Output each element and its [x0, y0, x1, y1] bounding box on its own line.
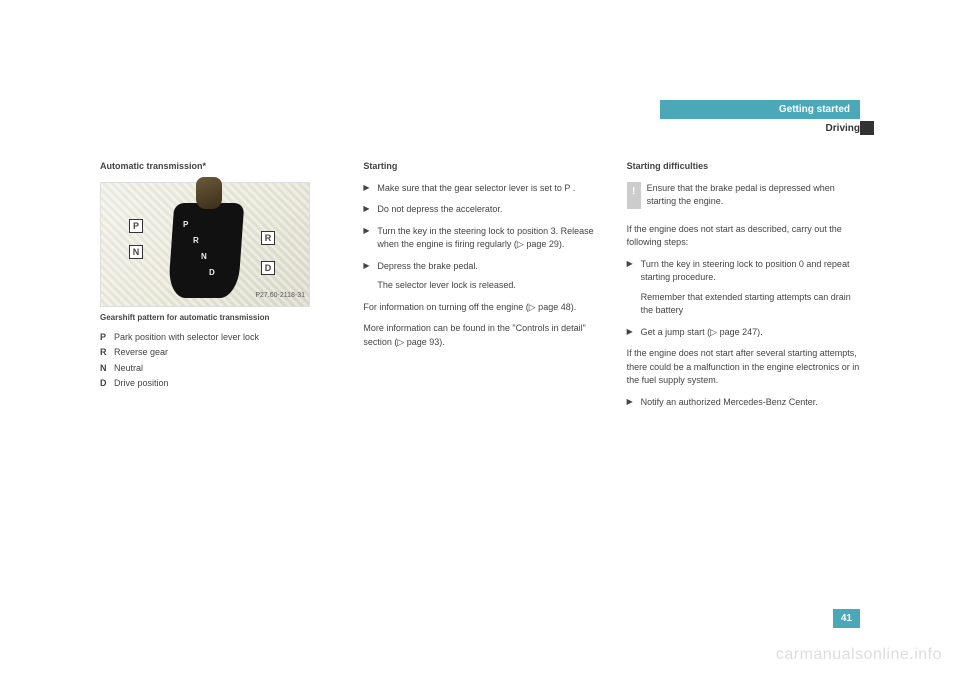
col1-heading: Automatic transmission* — [100, 160, 333, 174]
step-item: ▶ Turn the key in the steering lock to p… — [363, 225, 596, 252]
column-3: Starting difficulties ! Ensure that the … — [627, 160, 860, 417]
col3-heading: Starting difficulties — [627, 160, 860, 174]
column-2: Starting ▶ Make sure that the gear selec… — [363, 160, 596, 417]
note-text: Ensure that the brake pedal is depressed… — [647, 182, 860, 209]
paragraph: If the engine does not start after sever… — [627, 347, 860, 388]
step-text: Notify an authorized Mercedes-Benz Cente… — [641, 396, 818, 410]
step-text: Depress the brake pedal. — [377, 260, 516, 274]
manual-page: Getting started Driving Automatic transm… — [0, 0, 960, 678]
gear-knob — [196, 177, 222, 209]
paragraph: For information on turning off the engin… — [363, 301, 596, 315]
gear-inner-r: R — [193, 235, 199, 247]
step-text: Turn the key in steering lock to positio… — [641, 258, 860, 285]
figure-caption: Gearshift pattern for automatic transmis… — [100, 313, 333, 323]
step-text: Turn the key in the steering lock to pos… — [377, 225, 596, 252]
legend-row: P Park position with selector lever lock — [100, 331, 333, 345]
triangle-icon: ▶ — [363, 182, 377, 196]
fig-label-d: D — [261, 261, 275, 275]
gearshift-figure: P R N D P N R D P27.60-2118-31 — [100, 182, 310, 307]
legend-row: D Drive position — [100, 377, 333, 391]
step-text: Make sure that the gear selector lever i… — [377, 182, 575, 196]
note-icon: ! — [627, 182, 641, 209]
triangle-icon: ▶ — [363, 225, 377, 252]
legend-text: Neutral — [114, 362, 143, 376]
triangle-icon: ▶ — [363, 203, 377, 217]
fig-label-p: P — [129, 219, 143, 233]
legend-text: Park position with selector lever lock — [114, 331, 259, 345]
paragraph: If the engine does not start as describe… — [627, 223, 860, 250]
legend-key: N — [100, 362, 114, 376]
step-text: Get a jump start (▷ page 247). — [641, 326, 763, 340]
triangle-icon: ▶ — [627, 258, 641, 318]
gear-inner-n: N — [201, 251, 207, 263]
step-subtext: The selector lever lock is released. — [377, 279, 516, 293]
step-item: ▶ Get a jump start (▷ page 247). — [627, 326, 860, 340]
paragraph: More information can be found in the "Co… — [363, 322, 596, 349]
step-subtext: Remember that extended starting attempts… — [641, 291, 860, 318]
legend: P Park position with selector lever lock… — [100, 331, 333, 391]
step-item: ▶ Do not depress the accelerator. — [363, 203, 596, 217]
step-item: ▶ Make sure that the gear selector lever… — [363, 182, 596, 196]
legend-row: N Neutral — [100, 362, 333, 376]
legend-key: R — [100, 346, 114, 360]
page-number: 41 — [833, 609, 860, 628]
legend-text: Drive position — [114, 377, 169, 391]
step-text: Do not depress the accelerator. — [377, 203, 502, 217]
figure-code: P27.60-2118-31 — [255, 291, 305, 302]
column-1: Automatic transmission* P R N D P N R D … — [100, 160, 333, 417]
subsection-title: Driving — [660, 119, 860, 134]
legend-text: Reverse gear — [114, 346, 168, 360]
watermark: carmanualsonline.info — [776, 646, 942, 664]
col2-heading: Starting — [363, 160, 596, 174]
fig-label-n: N — [129, 245, 143, 259]
legend-row: R Reverse gear — [100, 346, 333, 360]
legend-key: D — [100, 377, 114, 391]
gear-inner-d: D — [209, 267, 215, 279]
step-item: ▶ Depress the brake pedal. The selector … — [363, 260, 596, 293]
triangle-icon: ▶ — [627, 326, 641, 340]
legend-key: P — [100, 331, 114, 345]
triangle-icon: ▶ — [363, 260, 377, 293]
section-title: Getting started — [660, 100, 860, 119]
content-columns: Automatic transmission* P R N D P N R D … — [100, 160, 860, 417]
step-item: ▶ Turn the key in steering lock to posit… — [627, 258, 860, 318]
step-item: ▶ Notify an authorized Mercedes-Benz Cen… — [627, 396, 860, 410]
fig-label-r: R — [261, 231, 275, 245]
note-box: ! Ensure that the brake pedal is depress… — [627, 182, 860, 209]
triangle-icon: ▶ — [627, 396, 641, 410]
header-banner: Getting started Driving — [660, 100, 860, 134]
gear-inner-p: P — [183, 219, 188, 231]
